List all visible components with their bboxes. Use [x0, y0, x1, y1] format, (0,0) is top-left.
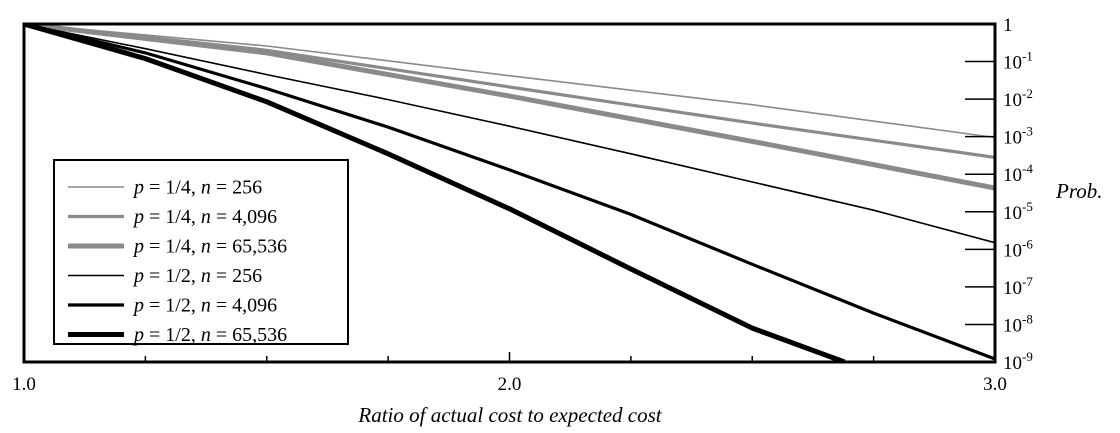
legend-label-4: p = 1/2, n = 256	[132, 265, 262, 287]
series-line-5	[24, 24, 995, 361]
legend-label-3: p = 1/4, n = 65,536	[132, 236, 287, 258]
y-tick-label: 10-5	[1003, 199, 1033, 224]
series-line-6	[24, 24, 846, 362]
x-axis: 1.0 2.0 3.0	[12, 352, 1007, 395]
series-line-4	[24, 24, 995, 244]
y-tick-label: 1	[1003, 15, 1013, 36]
y-tick-label: 10-3	[1003, 124, 1033, 149]
y-tick-label: 10-4	[1003, 161, 1033, 186]
y-tick-label: 10-6	[1003, 236, 1033, 261]
legend-label-1: p = 1/4, n = 256	[132, 177, 262, 199]
legend-label-5: p = 1/2, n = 4,096	[132, 295, 277, 317]
legend: p = 1/4, n = 256 p = 1/4, n = 4,096 p = 1/…	[53, 159, 349, 346]
legend-box	[53, 159, 349, 345]
y-axis-label: Prob.	[1055, 179, 1102, 203]
y-axis: 1 10-1 10-2 10-3 10-4 10-5 10-6 10-7 10-8 10-9	[965, 15, 1033, 374]
legend-label-6: p = 1/2, n = 65,536	[132, 324, 287, 346]
x-tick-label: 3.0	[983, 374, 1007, 395]
x-tick-label: 2.0	[498, 374, 522, 395]
y-tick-label: 10-1	[1003, 49, 1033, 74]
y-tick-label: 10-7	[1003, 274, 1033, 299]
series-line-3	[24, 24, 995, 191]
y-tick-label: 10-8	[1003, 311, 1033, 336]
y-tick-label: 10-2	[1003, 86, 1033, 111]
y-tick-label: 10-9	[1003, 349, 1033, 374]
x-axis-label: Ratio of actual cost to expected cost	[357, 403, 662, 427]
x-tick-label: 1.0	[12, 374, 36, 395]
series-layer	[24, 24, 995, 362]
series-line-1	[24, 24, 995, 139]
legend-label-2: p = 1/4, n = 4,096	[132, 206, 277, 228]
series-line-2	[24, 24, 995, 159]
